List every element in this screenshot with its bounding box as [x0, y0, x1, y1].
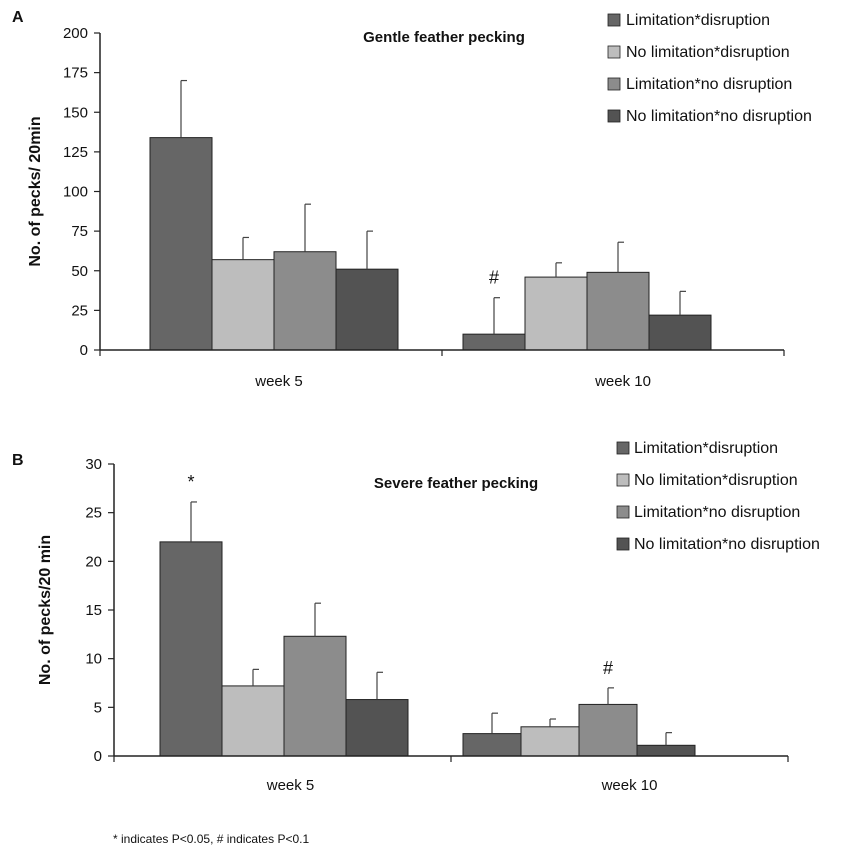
footnote: * indicates P<0.05, # indicates P<0.1: [113, 832, 310, 846]
bar-3-week-5: [283, 635, 347, 757]
legend-label: No limitation*disruption: [634, 472, 798, 489]
y-tick-label: 0: [94, 748, 102, 765]
legend-label: No limitation*no disruption: [634, 536, 820, 553]
bar-2-week-5: [211, 259, 275, 351]
y-tick-label: 75: [71, 223, 88, 240]
y-tick-label: 200: [63, 25, 88, 42]
y-axis-title: No. of pecks/20 min: [37, 535, 54, 685]
legend-swatch: [607, 109, 621, 123]
bar-4-week-5: [335, 268, 399, 351]
bar-1-week-10: [462, 333, 526, 351]
y-tick-label: 0: [80, 342, 88, 359]
bar-1-week-10: [462, 733, 522, 757]
y-tick-label: 20: [85, 553, 102, 570]
significance-marker: #: [603, 658, 613, 678]
y-tick-label: 10: [85, 651, 102, 668]
y-axis-title: No. of pecks/ 20min: [27, 116, 44, 266]
y-tick-label: 15: [85, 602, 102, 619]
bar-4-week-5: [345, 699, 409, 757]
legend-label: No limitation*no disruption: [626, 108, 812, 125]
y-tick-label: 150: [63, 104, 88, 121]
bar-2-week-5: [221, 685, 285, 757]
y-tick-label: 175: [63, 65, 88, 82]
bar-3-week-10: [578, 703, 638, 757]
x-tick-label: week 10: [601, 777, 658, 794]
x-tick-label: week 5: [254, 373, 303, 390]
panel-b: B Severe feather pecking No. of pecks/20 m…: [12, 440, 820, 794]
y-tick-label: 25: [71, 302, 88, 319]
y-tick-label: 30: [85, 456, 102, 473]
legend-swatch: [607, 13, 621, 27]
y-tick-label: 50: [71, 263, 88, 280]
bar-2-week-10: [520, 726, 580, 757]
significance-marker: *: [187, 472, 194, 492]
significance-marker: #: [489, 268, 499, 288]
bar-1-week-5: [149, 137, 213, 351]
legend-label: Limitation*no disruption: [634, 504, 800, 521]
panel-letter: A: [12, 9, 24, 26]
legend-swatch: [616, 505, 630, 519]
legend-label: No limitation*disruption: [626, 44, 790, 61]
bar-2-week-10: [524, 276, 588, 351]
legend-label: Limitation*no disruption: [626, 76, 792, 93]
bar-3-week-5: [273, 251, 337, 351]
y-tick-label: 100: [63, 184, 88, 201]
bar-1-week-5: [159, 541, 223, 757]
legend-swatch: [607, 77, 621, 91]
panel-letter: B: [12, 452, 24, 469]
bar-3-week-10: [586, 271, 650, 351]
legend-swatch: [616, 537, 630, 551]
legend-label: Limitation*disruption: [626, 12, 770, 29]
bar-4-week-10: [648, 314, 712, 351]
legend-swatch: [616, 441, 630, 455]
x-tick-label: week 5: [266, 777, 315, 794]
panel-a: A Gentle feather pecking No. of pecks/ 20m…: [12, 9, 812, 390]
chart-title: Gentle feather pecking: [363, 29, 525, 46]
x-tick-label: week 10: [594, 373, 651, 390]
bar-4-week-10: [636, 744, 696, 757]
y-tick-label: 25: [85, 505, 102, 522]
y-tick-label: 125: [63, 144, 88, 161]
y-tick-label: 5: [94, 699, 102, 716]
chart-title: Severe feather pecking: [374, 475, 538, 492]
legend-swatch: [616, 473, 630, 487]
legend-swatch: [607, 45, 621, 59]
legend-label: Limitation*disruption: [634, 440, 778, 457]
